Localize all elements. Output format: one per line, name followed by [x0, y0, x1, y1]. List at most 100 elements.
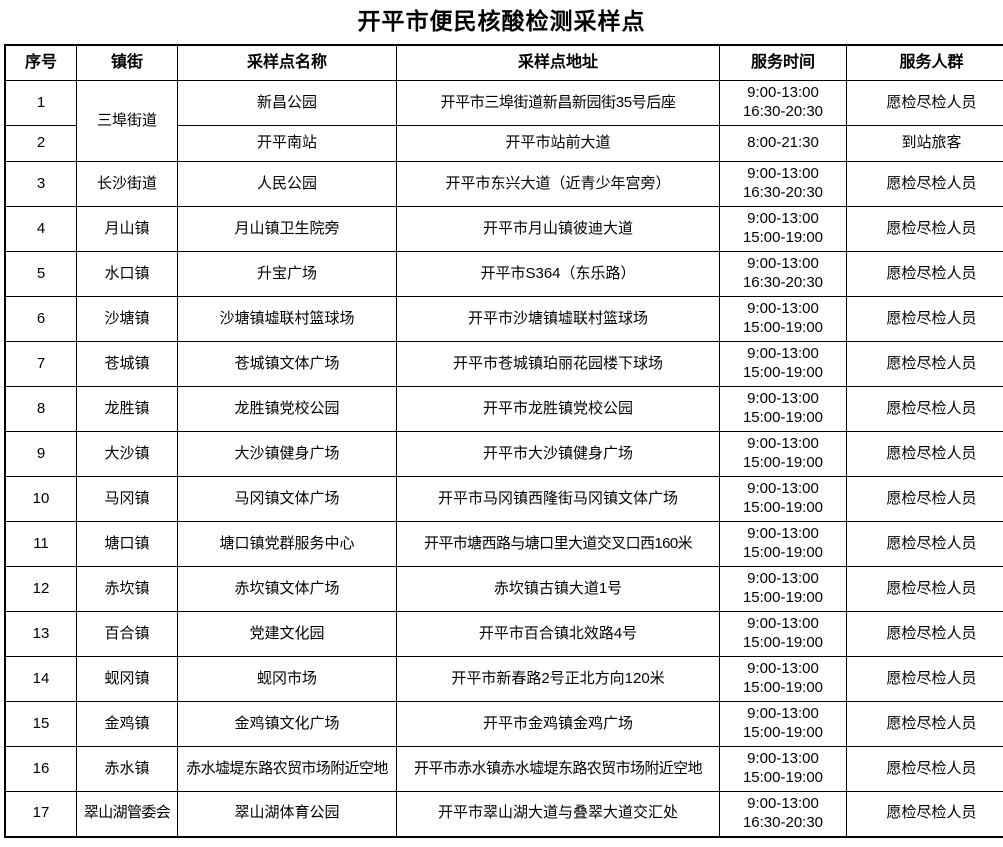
service-time-line-1: 9:00-13:00	[747, 435, 819, 453]
service-time-line-1: 9:00-13:00	[747, 750, 819, 768]
table-row: 15 金鸡镇 金鸡镇文化广场 开平市金鸡镇金鸡广场 9:00-13:00 15:00-19…	[4, 701, 1003, 747]
cell-service-time: 9:00-13:00 15:00-19:00	[719, 206, 847, 252]
cell-index: 7	[4, 341, 77, 387]
cell-town: 龙胜镇	[76, 386, 178, 432]
table-row: 4 月山镇 月山镇卫生院旁 开平市月山镇彼迪大道 9:00-13:00 15:00-19:…	[4, 206, 1003, 252]
cell-site-name: 新昌公园	[177, 80, 397, 126]
cell-index: 2	[4, 125, 77, 162]
cell-service-time: 9:00-13:00 15:00-19:00	[719, 521, 847, 567]
cell-town: 沙塘镇	[76, 296, 178, 342]
cell-index: 12	[4, 566, 77, 612]
cell-service-group: 愿检尽检人员	[846, 431, 1003, 477]
cell-town: 赤坎镇	[76, 566, 178, 612]
cell-town: 苍城镇	[76, 341, 178, 387]
service-time-line-1: 8:00-21:30	[747, 134, 819, 152]
cell-service-group: 愿检尽检人员	[846, 161, 1003, 207]
cell-site-name: 月山镇卫生院旁	[177, 206, 397, 252]
cell-index: 14	[4, 656, 77, 702]
cell-service-group: 愿检尽检人员	[846, 386, 1003, 432]
cell-site-name: 翠山湖体育公园	[177, 791, 397, 837]
cell-index: 6	[4, 296, 77, 342]
cell-site-name: 沙塘镇墟联村篮球场	[177, 296, 397, 342]
page-title: 开平市便民核酸检测采样点	[357, 9, 646, 34]
service-time-line-2: 16:30-20:30	[742, 813, 824, 831]
cell-index: 1	[4, 80, 77, 126]
service-time-line-2: 15:00-19:00	[742, 544, 824, 561]
cell-site-address: 开平市苍城镇珀丽花园楼下球场	[396, 341, 720, 387]
service-time-line-2: 15:00-19:00	[742, 634, 824, 651]
cell-site-address: 开平市金鸡镇金鸡广场	[396, 701, 720, 747]
cell-service-group: 愿检尽检人员	[846, 611, 1003, 657]
cell-service-group: 愿检尽检人员	[846, 521, 1003, 567]
cell-service-group: 愿检尽检人员	[846, 656, 1003, 702]
cell-site-name: 苍城镇文体广场	[177, 341, 397, 387]
table-row: 5 水口镇 升宝广场 开平市S364（东乐路） 9:00-13:00 16:30-20:3…	[4, 251, 1003, 297]
cell-service-group: 愿检尽检人员	[846, 341, 1003, 387]
cell-service-group: 愿检尽检人员	[846, 80, 1003, 126]
cell-service-group: 愿检尽检人员	[846, 746, 1003, 792]
cell-service-time: 9:00-13:00 15:00-19:00	[719, 656, 847, 702]
service-time-line-1: 9:00-13:00	[747, 525, 819, 543]
cell-town: 长沙街道	[76, 161, 178, 207]
cell-service-time: 9:00-13:00 15:00-19:00	[719, 341, 847, 387]
service-time-line-2: 15:00-19:00	[742, 724, 824, 741]
table-row: 11 塘口镇 塘口镇党群服务中心 开平市塘西路与塘口里大道交叉口西160米 9:00-1…	[4, 521, 1003, 567]
service-time-line-2: 16:30-20:30	[742, 184, 824, 201]
cell-service-time: 9:00-13:00 16:30-20:30	[719, 251, 847, 297]
cell-index: 3	[4, 161, 77, 207]
cell-index: 15	[4, 701, 77, 747]
table-row: 2 开平南站 开平市站前大道 8:00-21:30 到站旅客	[4, 125, 1003, 162]
table-row: 10 马冈镇 马冈镇文体广场 开平市马冈镇西隆街马冈镇文体广场 9:00-13:00 15…	[4, 476, 1003, 522]
table-row: 13 百合镇 党建文化园 开平市百合镇北效路4号 9:00-13:00 15:00-19:…	[4, 611, 1003, 657]
table-row: 17 翠山湖管委会 翠山湖体育公园 开平市翠山湖大道与叠翠大道交汇处 9:00-13:0…	[4, 791, 1003, 837]
cell-index: 13	[4, 611, 77, 657]
table-wrapper: 序号 镇街 采样点名称 采样点地址 服务时间 服务人群 1 三埠街道 新昌公园 开平市…	[0, 44, 1003, 838]
cell-site-name: 大沙镇健身广场	[177, 431, 397, 477]
cell-index: 8	[4, 386, 77, 432]
service-time-line-2: 15:00-19:00	[742, 679, 824, 696]
service-time-line-2: 16:30-20:30	[742, 103, 824, 120]
service-time-line-1: 9:00-13:00	[747, 705, 819, 723]
service-time-line-1: 9:00-13:00	[747, 570, 819, 588]
cell-service-group: 愿检尽检人员	[846, 206, 1003, 252]
cell-service-time: 9:00-13:00 15:00-19:00	[719, 296, 847, 342]
cell-service-group: 愿检尽检人员	[846, 296, 1003, 342]
cell-service-group: 愿检尽检人员	[846, 476, 1003, 522]
table-body: 1 三埠街道 新昌公园 开平市三埠街道新昌新园街35号后座 9:00-13:00 16:3…	[4, 80, 1003, 837]
service-time-line-1: 9:00-13:00	[747, 390, 819, 408]
cell-town: 三埠街道	[76, 80, 178, 162]
table-row: 3 长沙街道 人民公园 开平市东兴大道（近青少年宫旁） 9:00-13:00 16:30-…	[4, 161, 1003, 207]
cell-index: 17	[4, 791, 77, 837]
cell-site-name: 蚬冈市场	[177, 656, 397, 702]
cell-site-name: 人民公园	[177, 161, 397, 207]
service-time-line-1: 9:00-13:00	[747, 795, 819, 812]
cell-town: 蚬冈镇	[76, 656, 178, 702]
cell-site-address: 开平市翠山湖大道与叠翠大道交汇处	[396, 791, 720, 837]
cell-town: 大沙镇	[76, 431, 178, 477]
service-time-line-2: 15:00-19:00	[742, 499, 824, 516]
cell-site-name: 开平南站	[177, 125, 397, 162]
cell-index: 10	[4, 476, 77, 522]
cell-site-address: 开平市三埠街道新昌新园街35号后座	[396, 80, 720, 126]
cell-index: 9	[4, 431, 77, 477]
cell-site-name: 党建文化园	[177, 611, 397, 657]
cell-service-time: 8:00-21:30	[719, 125, 847, 162]
cell-site-address: 开平市沙塘镇墟联村篮球场	[396, 296, 720, 342]
column-header-site-name: 采样点名称	[177, 44, 397, 81]
cell-service-group: 愿检尽检人员	[846, 251, 1003, 297]
service-time-line-1: 9:00-13:00	[747, 345, 819, 363]
cell-town: 塘口镇	[76, 521, 178, 567]
cell-site-address: 开平市百合镇北效路4号	[396, 611, 720, 657]
cell-site-address: 赤坎镇古镇大道1号	[396, 566, 720, 612]
service-time-line-2: 15:00-19:00	[742, 364, 824, 381]
service-time-line-2: 15:00-19:00	[742, 229, 824, 246]
cell-service-time: 9:00-13:00 16:30-20:30	[719, 161, 847, 207]
sampling-points-table: 序号 镇街 采样点名称 采样点地址 服务时间 服务人群 1 三埠街道 新昌公园 开平市…	[4, 44, 1003, 838]
cell-service-time: 9:00-13:00 15:00-19:00	[719, 386, 847, 432]
column-header-service-time: 服务时间	[719, 44, 847, 81]
cell-service-group: 愿检尽检人员	[846, 791, 1003, 837]
cell-site-name: 赤水墟堤东路农贸市场附近空地	[177, 746, 397, 792]
table-header: 序号 镇街 采样点名称 采样点地址 服务时间 服务人群	[4, 44, 1003, 81]
cell-town: 赤水镇	[76, 746, 178, 792]
